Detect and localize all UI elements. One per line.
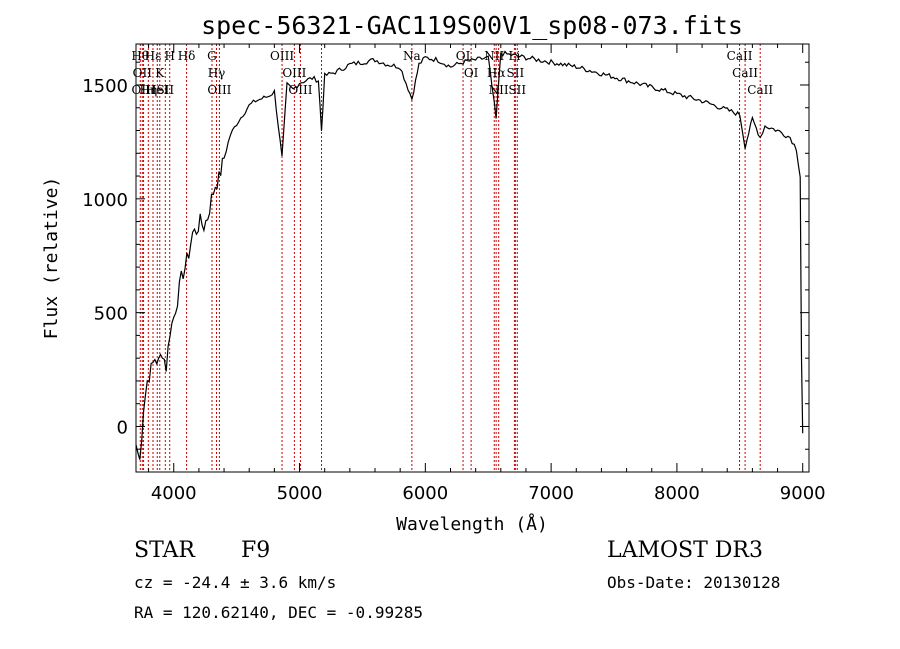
- line-label: Na: [403, 49, 421, 63]
- spectral-subclass: F9: [241, 538, 271, 563]
- line-label: Li: [508, 49, 520, 63]
- emission-line-markers: [139, 44, 761, 472]
- line-label: Hε: [145, 49, 162, 63]
- line-label: OI: [456, 49, 471, 63]
- y-tick-label: 1500: [82, 76, 128, 97]
- line-label: CaII: [727, 49, 753, 63]
- line-label: Hη: [139, 83, 157, 97]
- x-tick-label: 5000: [277, 483, 323, 504]
- x-tick-label: 4000: [151, 483, 197, 504]
- line-label: Hδ: [178, 49, 196, 63]
- y-tick-label: 500: [94, 304, 128, 325]
- line-label: Hγ: [208, 66, 226, 80]
- line-label: SII: [507, 66, 525, 80]
- line-label: HeI: [146, 83, 169, 97]
- line-label: OIII: [207, 83, 231, 97]
- line-label: SII: [508, 83, 526, 97]
- y-axis-label: Flux (relative): [41, 177, 62, 340]
- line-label: OIII: [270, 49, 294, 63]
- line-label: OII: [133, 66, 153, 80]
- line-label: NII: [489, 83, 509, 97]
- line-label: SII: [156, 83, 174, 97]
- chart-title: spec-56321-GAC119S00V1_sp08-073.fits: [201, 11, 743, 40]
- line-label: K: [155, 66, 165, 80]
- line-label: OIII: [132, 83, 156, 97]
- plot-frame: [135, 43, 810, 473]
- coordinates: RA = 120.62140, DEC = -0.99285: [134, 603, 423, 622]
- x-tick-label: 6000: [402, 483, 448, 504]
- line-label: OIII: [282, 66, 306, 80]
- line-label: G: [207, 49, 217, 63]
- x-tick-label: 8000: [654, 483, 700, 504]
- line-label: NII: [484, 49, 504, 63]
- survey-name: LAMOST DR3: [607, 538, 763, 563]
- redshift-cz: cz = -24.4 ± 3.6 km/s: [134, 573, 337, 592]
- line-label: OIII: [288, 83, 312, 97]
- line-label: OI: [464, 66, 479, 80]
- y-axis: 0 500 1000 1500: [82, 61, 809, 450]
- x-tick-label: 9000: [780, 483, 826, 504]
- object-type: STAR: [134, 538, 195, 563]
- line-label: CaII: [732, 66, 758, 80]
- line-label: Hα: [487, 66, 506, 80]
- spectrum-line: [135, 50, 804, 460]
- line-label: H: [164, 49, 174, 63]
- y-tick-label: 1000: [82, 190, 128, 211]
- y-tick-label: 0: [117, 417, 128, 438]
- x-axis: 4000 5000 6000 7000 8000 9000: [148, 44, 826, 504]
- x-tick-label: 7000: [528, 483, 574, 504]
- observation-date: Obs-Date: 20130128: [607, 573, 781, 592]
- line-label: CaII: [747, 83, 773, 97]
- x-axis-label: Wavelength (Å): [396, 513, 548, 535]
